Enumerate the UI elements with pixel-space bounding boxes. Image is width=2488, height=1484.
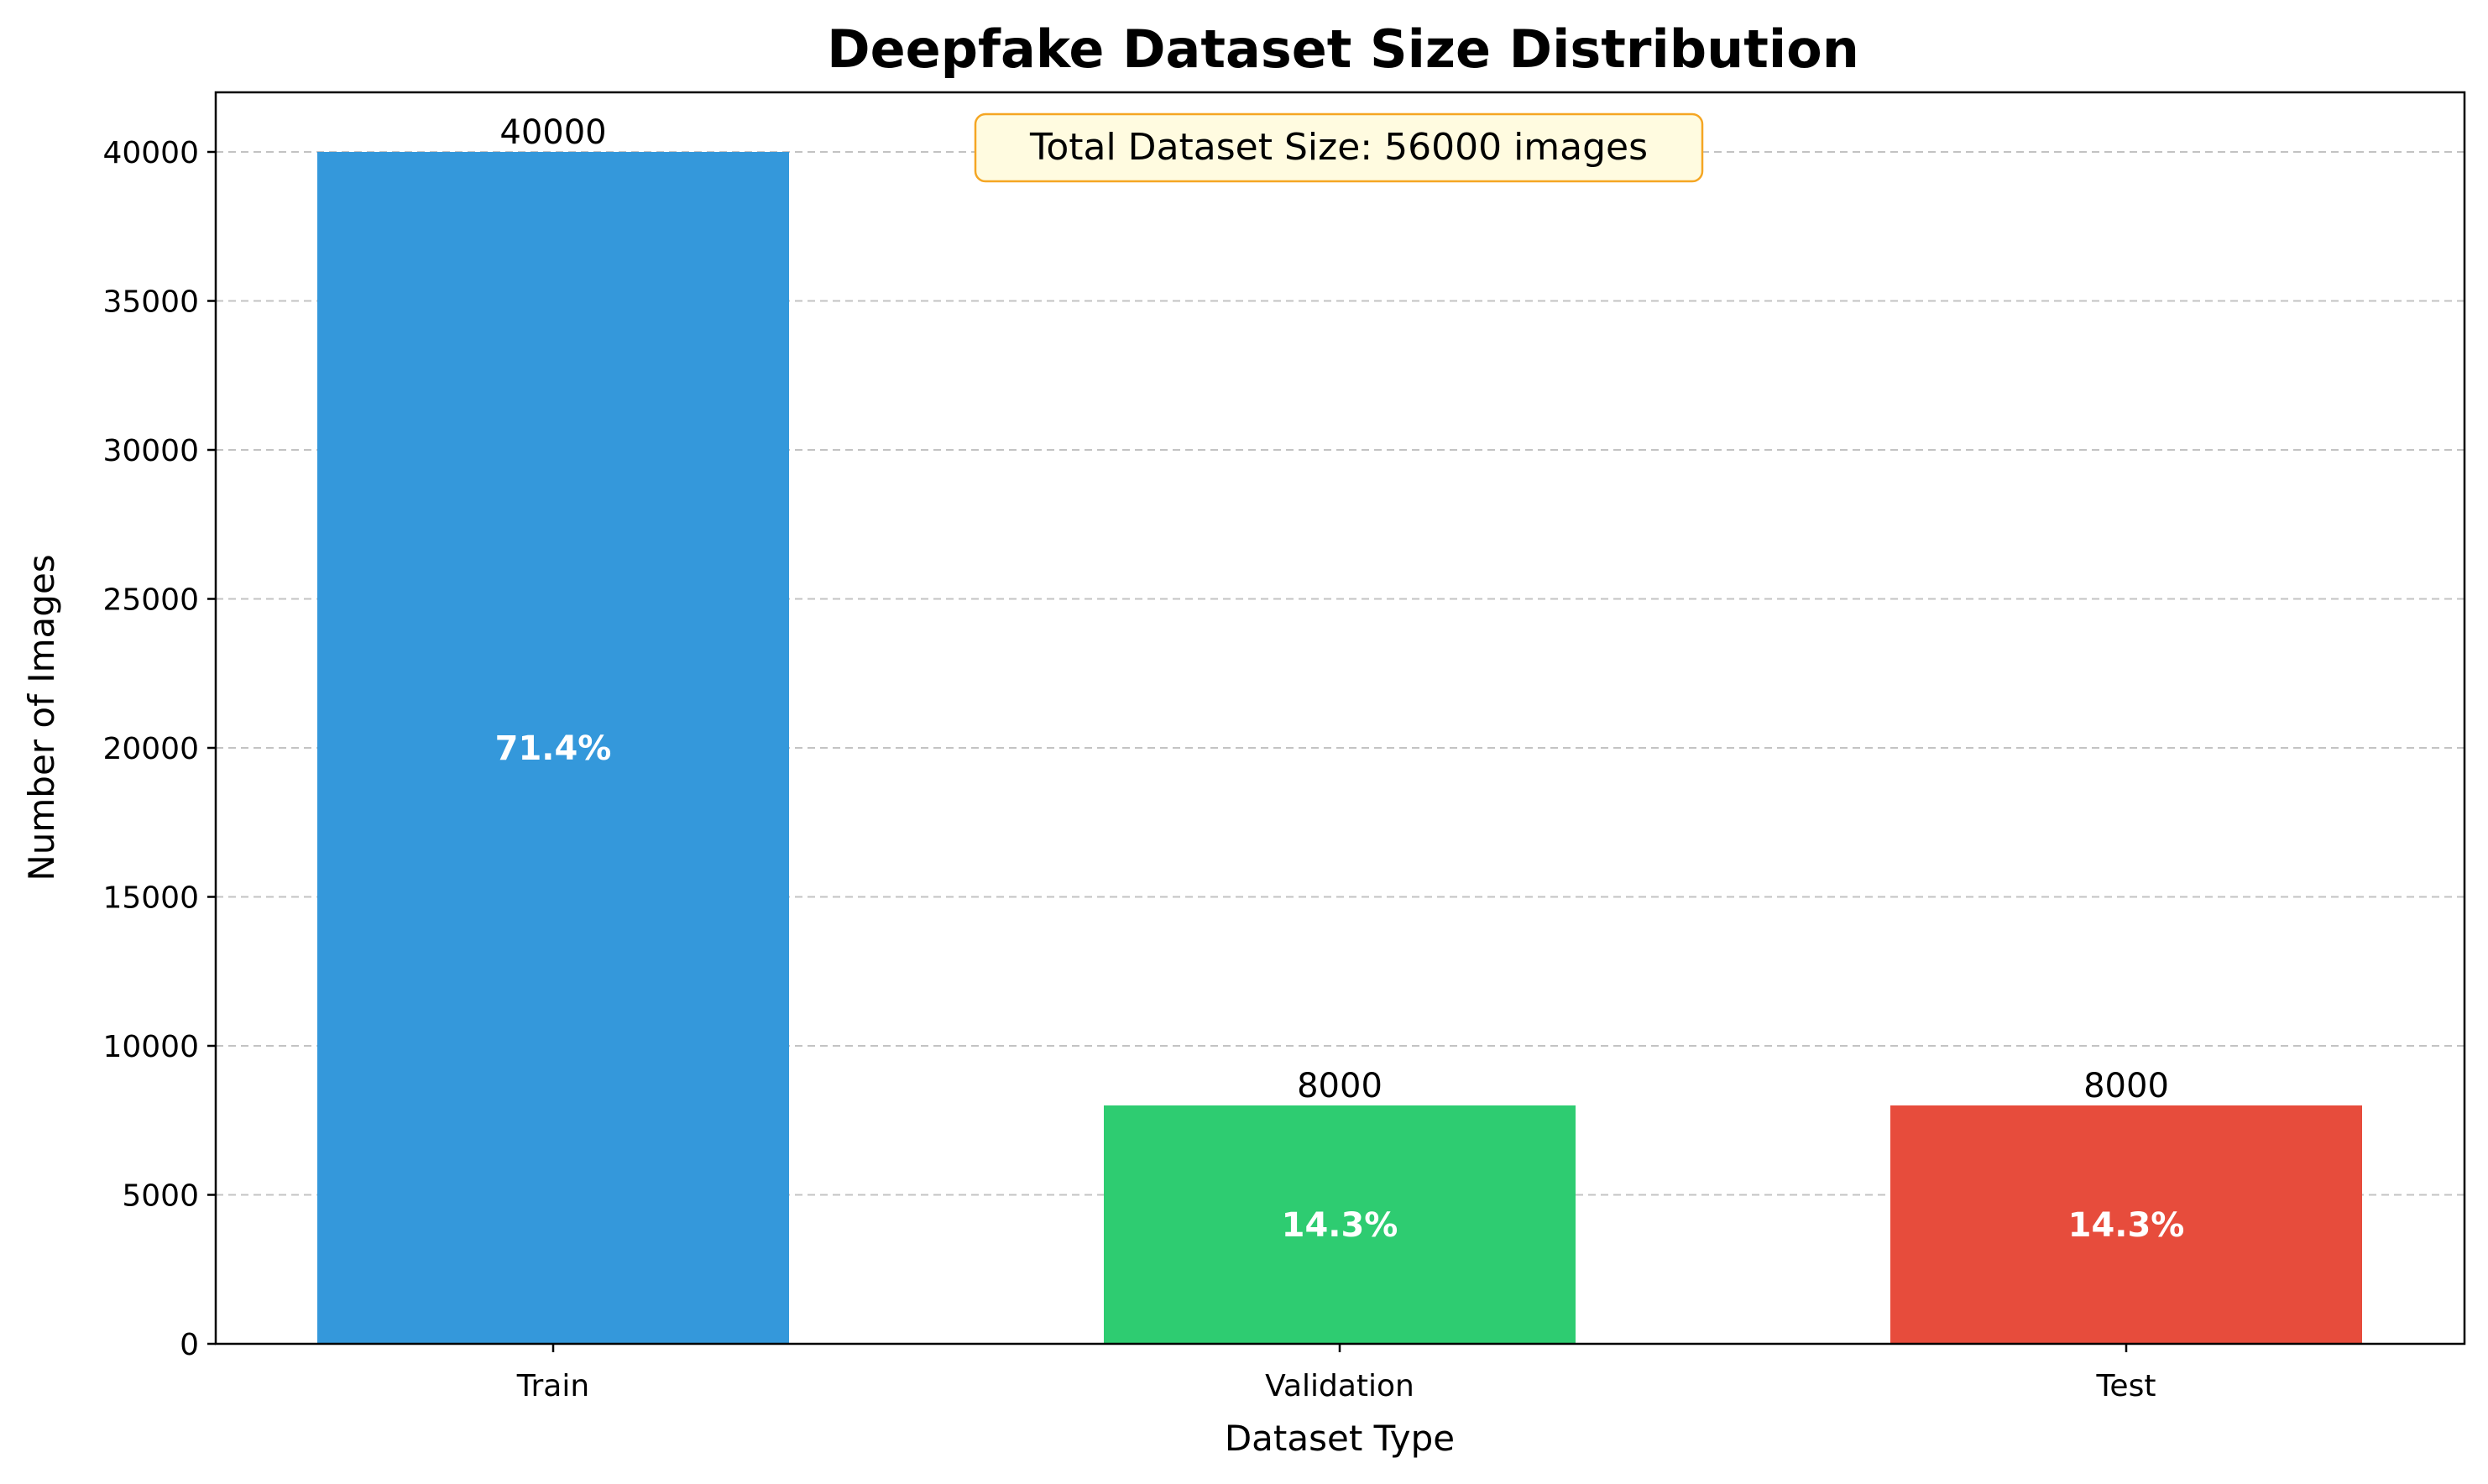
y-tick-label: 0: [180, 1328, 199, 1362]
x-tick-label: Train: [516, 1369, 589, 1403]
y-tick-label: 25000: [102, 583, 199, 618]
value-label: 40000: [499, 113, 606, 152]
bar-validation: [1104, 1105, 1576, 1344]
percent-label: 14.3%: [1282, 1206, 1398, 1245]
bar-test: [1890, 1105, 2362, 1344]
y-tick-label: 10000: [102, 1030, 199, 1064]
value-label: 8000: [1297, 1067, 1383, 1105]
y-tick-label: 40000: [102, 136, 199, 170]
chart-title: Deepfake Dataset Size Distribution: [827, 18, 1859, 80]
y-tick-label: 20000: [102, 732, 199, 766]
y-tick-label: 15000: [102, 881, 199, 916]
annotation-box: [974, 112, 1704, 183]
annotation-text: Total Dataset Size: 56000 images: [1029, 126, 1648, 169]
bars: [317, 152, 2362, 1344]
x-axis-title: Dataset Type: [1225, 1418, 1455, 1459]
percent-label: 14.3%: [2068, 1206, 2185, 1245]
y-tick-label: 30000: [102, 434, 199, 468]
bar-train: [317, 152, 789, 1344]
value-label: 8000: [2083, 1067, 2169, 1105]
x-tick-label: Test: [2096, 1369, 2156, 1403]
total-size-annotation: Total Dataset Size: 56000 images: [974, 112, 1704, 183]
y-axis: 0 5000 10000 15000 20000 25000 30000 35000 40000: [102, 136, 216, 1362]
data-labels: 40000 71.4% 8000 14.3% 8000 14.3%: [495, 113, 2185, 1245]
y-tick-label: 35000: [102, 285, 199, 320]
y-axis-title: Number of Images: [21, 554, 62, 880]
y-tick-label: 5000: [122, 1179, 199, 1214]
percent-label: 71.4%: [495, 729, 612, 768]
x-tick-label: Validation: [1265, 1369, 1414, 1403]
x-axis: Train Validation Test: [516, 1344, 2156, 1403]
